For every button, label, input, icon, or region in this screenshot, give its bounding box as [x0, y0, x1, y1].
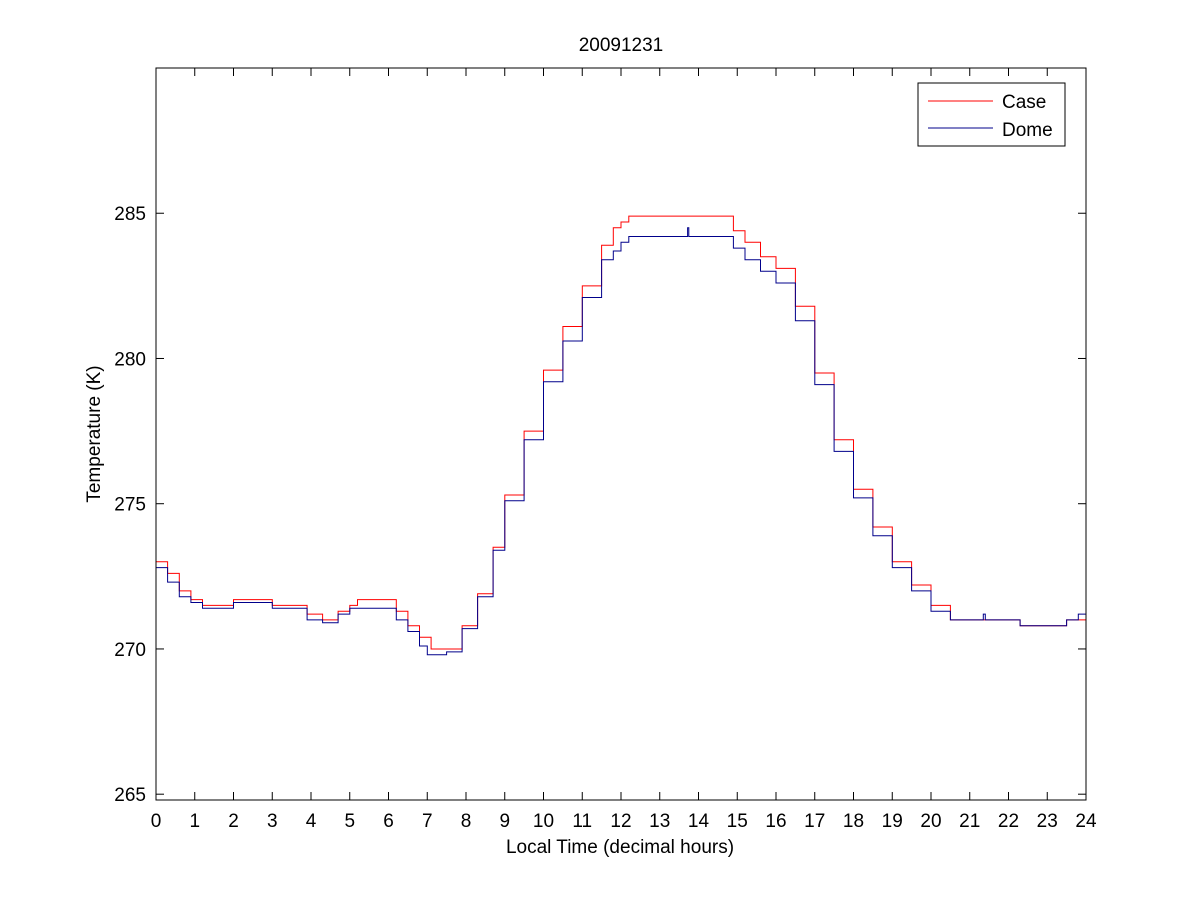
chart-title: 20091231: [579, 35, 664, 56]
legend-label-case: Case: [1002, 92, 1046, 113]
x-tick-label: 19: [882, 811, 903, 832]
x-tick-label: 0: [151, 811, 162, 832]
x-tick-label: 13: [649, 811, 670, 832]
x-tick-label: 7: [422, 811, 433, 832]
legend: Case Dome: [917, 82, 1066, 147]
x-tick-label: 23: [1037, 811, 1058, 832]
x-tick-label: 10: [533, 811, 554, 832]
x-tick-label: 5: [344, 811, 355, 832]
y-tick-label: 265: [114, 785, 146, 806]
x-tick-label: 9: [499, 811, 510, 832]
x-axis-ticks: 0 1 2 3 4 5 6 7 8 9 10 11 12 13 14 15 16 17 18 19 20 21 22 23 24: [151, 68, 1097, 832]
y-axis-ticks: 265 270 275 280 285: [114, 204, 1086, 806]
y-tick-label: 275: [114, 495, 146, 516]
plot-area: [156, 68, 1086, 800]
x-tick-label: 11: [572, 811, 592, 832]
x-tick-label: 20: [920, 811, 941, 832]
y-tick-label: 280: [114, 349, 146, 370]
x-tick-label: 8: [461, 811, 472, 832]
x-tick-label: 14: [688, 811, 710, 832]
x-tick-label: 1: [189, 811, 200, 832]
x-tick-label: 4: [306, 811, 317, 832]
x-tick-label: 6: [383, 811, 394, 832]
x-tick-label: 21: [959, 811, 980, 832]
series-layer: [156, 215, 1086, 656]
y-axis-label: Temperature (K): [84, 365, 105, 502]
y-tick-label: 270: [114, 640, 146, 661]
x-tick-label: 15: [727, 811, 748, 832]
series-line-dome: [156, 227, 1086, 656]
x-tick-label: 2: [228, 811, 239, 832]
y-tick-label: 285: [114, 204, 146, 225]
x-tick-label: 17: [804, 811, 825, 832]
x-tick-label: 22: [998, 811, 1019, 832]
x-tick-label: 3: [267, 811, 278, 832]
x-tick-label: 12: [610, 811, 631, 832]
x-tick-label: 18: [843, 811, 864, 832]
x-axis-label: Local Time (decimal hours): [506, 837, 734, 858]
x-tick-label: 16: [765, 811, 786, 832]
legend-box: [917, 82, 1066, 147]
x-tick-label: 24: [1075, 811, 1097, 832]
legend-label-dome: Dome: [1002, 120, 1053, 141]
